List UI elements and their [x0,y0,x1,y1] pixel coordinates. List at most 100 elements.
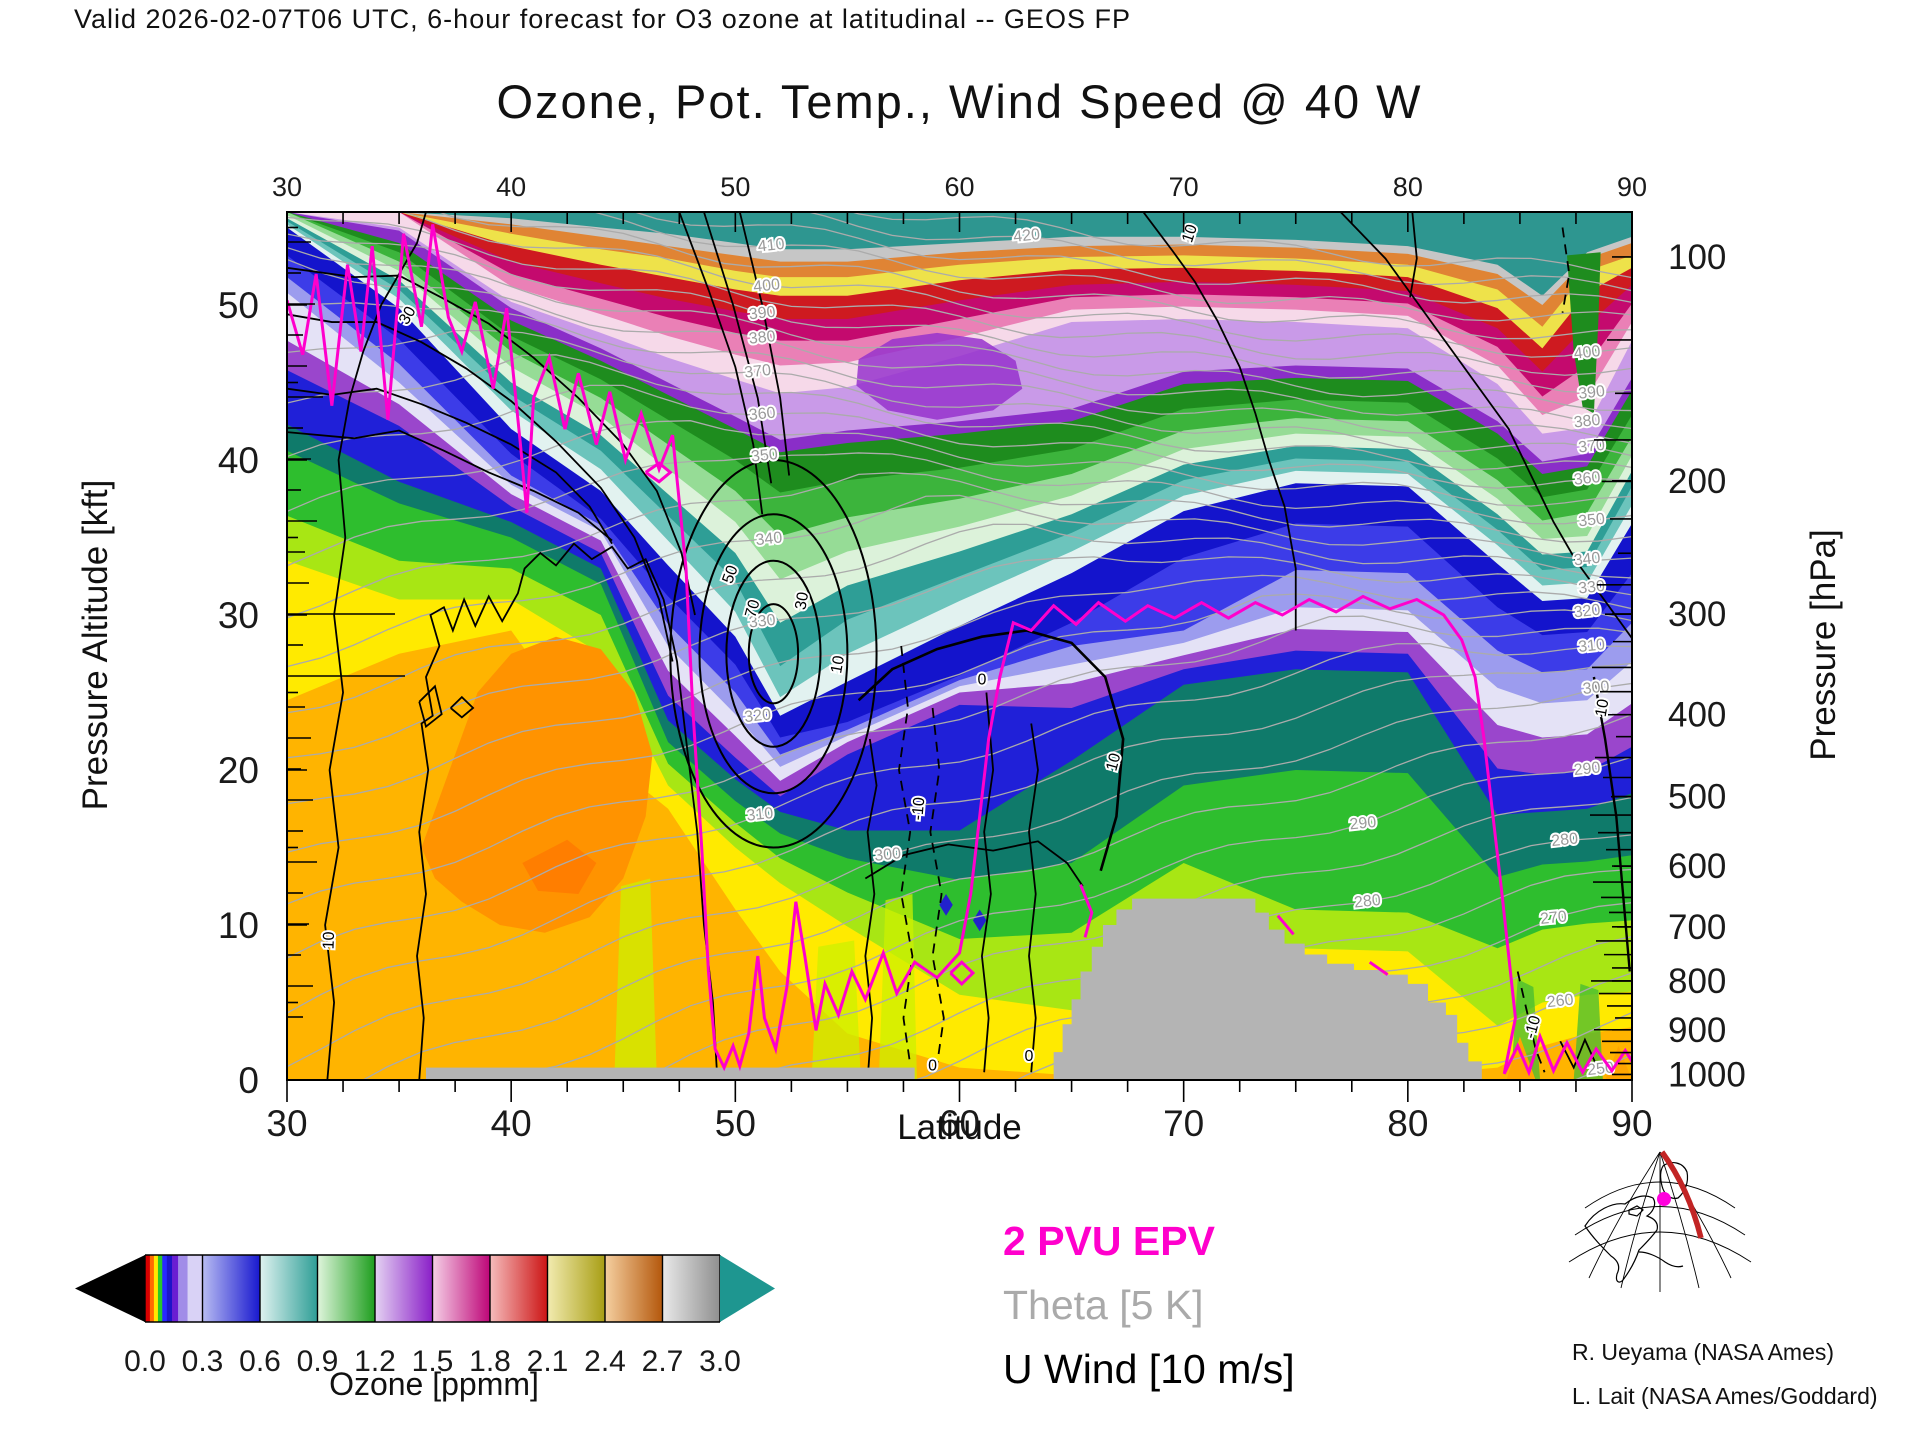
credit-line-1: R. Ueyama (NASA Ames) [1572,1339,1835,1365]
y-left-tick-label: 50 [218,285,259,326]
svg-text:10: 10 [321,931,339,949]
svg-text:370: 370 [744,362,772,382]
y-axis-right-title: Pressure [hPa] [1804,529,1843,761]
svg-text:410: 410 [757,236,785,256]
colorbar-tick-label: 0.9 [297,1345,339,1378]
y-left-tick-label: 10 [218,905,259,946]
colorbar: 0.0 0.3 0.6 0.9 1.2 1.5 1.8 2.1 2.4 2.7 3.0 [75,1254,775,1378]
colorbar-tick-label: 0.3 [182,1345,224,1378]
overlay-ygreen-streak-3 [878,894,917,1080]
colorbar-tick-label: 1.2 [354,1345,396,1378]
page-title: Ozone, Pot. Temp., Wind Speed @ 40 W [496,75,1423,128]
map-coastlines [1584,1162,1689,1283]
svg-text:360: 360 [1573,469,1601,489]
y-left-tick-label: 0 [238,1060,259,1101]
svg-text:300: 300 [874,845,902,865]
svg-text:300: 300 [1582,678,1610,698]
svg-text:330: 330 [1577,578,1605,598]
x-tick-label: 60 [939,1103,980,1144]
overlay-blue-speck-1 [939,894,953,916]
y-right-tick-label: 1000 [1668,1055,1746,1094]
x-tick-label: 90 [1611,1103,1652,1144]
x-top-tick-label: 80 [1393,172,1423,202]
terrain-greenland [1053,898,1496,1080]
colorbar-tick-label: 2.4 [584,1345,626,1378]
map-graticule [1568,1151,1752,1292]
overlay-deep-orange-core [421,636,653,933]
svg-text:400: 400 [753,276,781,296]
svg-text:310: 310 [746,805,774,825]
y-left-tick-label: 20 [218,750,259,791]
svg-text:340: 340 [1573,550,1601,570]
x-axis-title: Latitude [897,1108,1022,1147]
svg-text:320: 320 [744,706,772,726]
epv-2pvu-contour [644,461,673,484]
colorbar-tick-label: 0.6 [239,1345,281,1378]
x-tick-label: 40 [491,1103,532,1144]
svg-text:-10: -10 [909,796,928,821]
colorbar-tick-label: 2.1 [527,1345,569,1378]
svg-text:390: 390 [1577,383,1605,403]
svg-text:0: 0 [1025,1048,1034,1065]
epv-2pvu-contour [287,224,1632,1077]
legend-uwind-entry: U Wind [10 m/s] [1003,1346,1295,1392]
map-location-dot [1657,1192,1671,1206]
svg-text:350: 350 [1577,511,1605,531]
colorbar-tick-label: 1.8 [469,1345,511,1378]
x-top-tick-label: 30 [272,172,302,202]
y-left-tick-label: 30 [218,595,259,636]
x-top-tick-label: 90 [1617,172,1647,202]
svg-text:390: 390 [748,304,776,324]
y-right-tick-label: 200 [1668,462,1726,501]
y-right-tick-label: 800 [1668,962,1726,1001]
colorbar-over-arrow [720,1255,775,1322]
x-top-tick-label: 40 [496,172,526,202]
svg-text:340: 340 [755,529,783,549]
svg-text:330: 330 [748,612,776,632]
credit-line-2: L. Lait (NASA Ames/Goddard) [1572,1383,1878,1409]
overlay-blue-speck-2 [972,909,987,932]
svg-text:280: 280 [1353,892,1381,912]
y-right-tick-label: 900 [1668,1011,1726,1050]
surface-strip [425,1067,915,1080]
svg-text:400: 400 [1573,343,1601,363]
epv-2pvu-contour [1368,960,1389,976]
svg-text:320: 320 [1573,602,1601,622]
svg-text:0: 0 [977,671,986,688]
x-top-tick-label: 50 [720,172,750,202]
svg-text:420: 420 [1013,226,1041,246]
x-top-tick-label: 70 [1169,172,1199,202]
y-right-tick-label: 100 [1668,238,1726,277]
svg-text:350: 350 [750,446,778,466]
x-tick-label: 80 [1387,1103,1428,1144]
legend-theta-entry: Theta [5 K] [1003,1282,1204,1328]
map-transect-line [1659,1150,1704,1239]
x-tick-label: 70 [1163,1103,1204,1144]
x-top-tick-label: 60 [944,172,974,202]
svg-text:290: 290 [1573,759,1601,779]
svg-text:360: 360 [748,404,776,424]
x-tick-label: 50 [715,1103,756,1144]
colorbar-under-arrow [75,1255,145,1322]
colorbar-caption: Ozone [ppmm] [329,1366,539,1402]
svg-text:0: 0 [928,1057,937,1074]
svg-text:30: 30 [792,591,812,612]
colorbar-tick-label: 0.0 [124,1345,166,1378]
legend-epv-entry: 2 PVU EPV [1003,1218,1215,1264]
y-right-tick-label: 700 [1668,908,1726,947]
y-right-tick-label: 400 [1668,696,1726,735]
svg-text:280: 280 [1551,830,1579,850]
epv-2pvu-contour [1276,914,1295,936]
y-right-tick-label: 600 [1668,847,1726,886]
colorbar-tick-label: 2.7 [642,1345,684,1378]
colorbar-tick-label: 1.5 [412,1345,454,1378]
y-axis-left-title: Pressure Altitude [kft] [76,479,115,811]
y-right-tick-label: 300 [1668,595,1726,634]
svg-text:10: 10 [828,654,848,675]
svg-text:310: 310 [1577,636,1605,656]
valid-line: Valid 2026-02-07T06 UTC, 6-hour forecast… [74,4,1131,34]
colorbar-tick-label: 3.0 [699,1345,741,1378]
y-right-tick-label: 500 [1668,778,1726,817]
overlay-purple-core [856,332,1023,420]
